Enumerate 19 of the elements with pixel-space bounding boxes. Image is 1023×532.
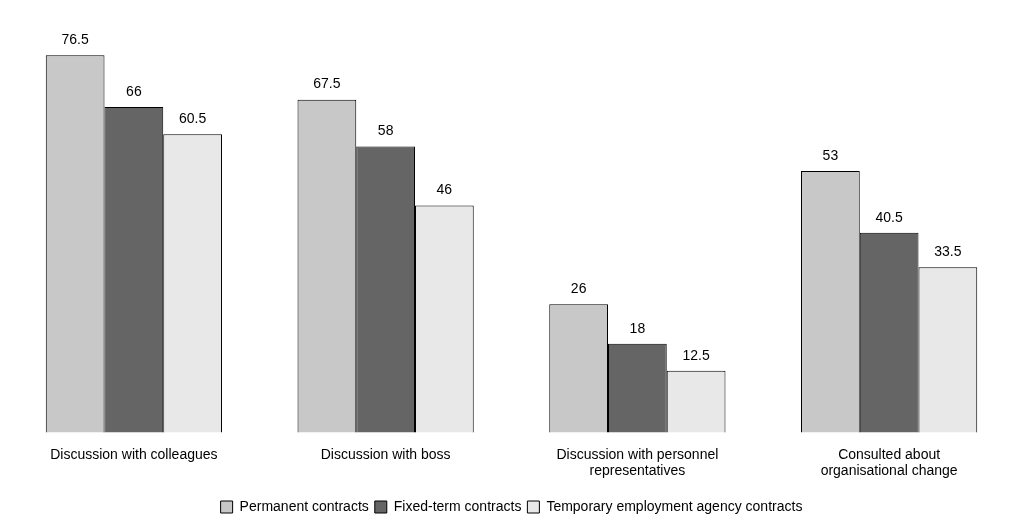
data-label: 12.5: [682, 346, 710, 363]
data-label: 76.5: [61, 31, 89, 48]
x-tick-label: Discussion with colleagues: [50, 445, 218, 462]
data-label: 33.5: [934, 243, 962, 260]
data-label: 58: [377, 122, 394, 139]
data-label: 60.5: [178, 109, 207, 126]
data-label: 26: [570, 280, 587, 297]
data-label: 46: [436, 181, 453, 198]
legend-label: Temporary employment agency contracts: [546, 497, 803, 514]
legend-label: Fixed-term contracts: [393, 497, 522, 514]
x-tick-label: Consulted about organisational change: [820, 445, 958, 479]
data-label: 66: [126, 82, 142, 99]
x-tick-label: Discussion with personnel representatives: [556, 445, 719, 479]
data-label: 67.5: [313, 75, 341, 92]
x-tick-label: Discussion with boss: [320, 445, 451, 462]
data-label: 40.5: [875, 208, 903, 225]
data-label: 53: [822, 146, 839, 163]
legend-label: Permanent contracts: [239, 497, 369, 514]
data-label: 18: [629, 319, 646, 336]
